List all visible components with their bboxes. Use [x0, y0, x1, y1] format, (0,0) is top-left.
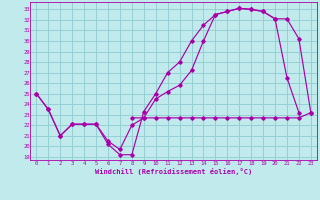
X-axis label: Windchill (Refroidissement éolien,°C): Windchill (Refroidissement éolien,°C) [95, 168, 252, 175]
